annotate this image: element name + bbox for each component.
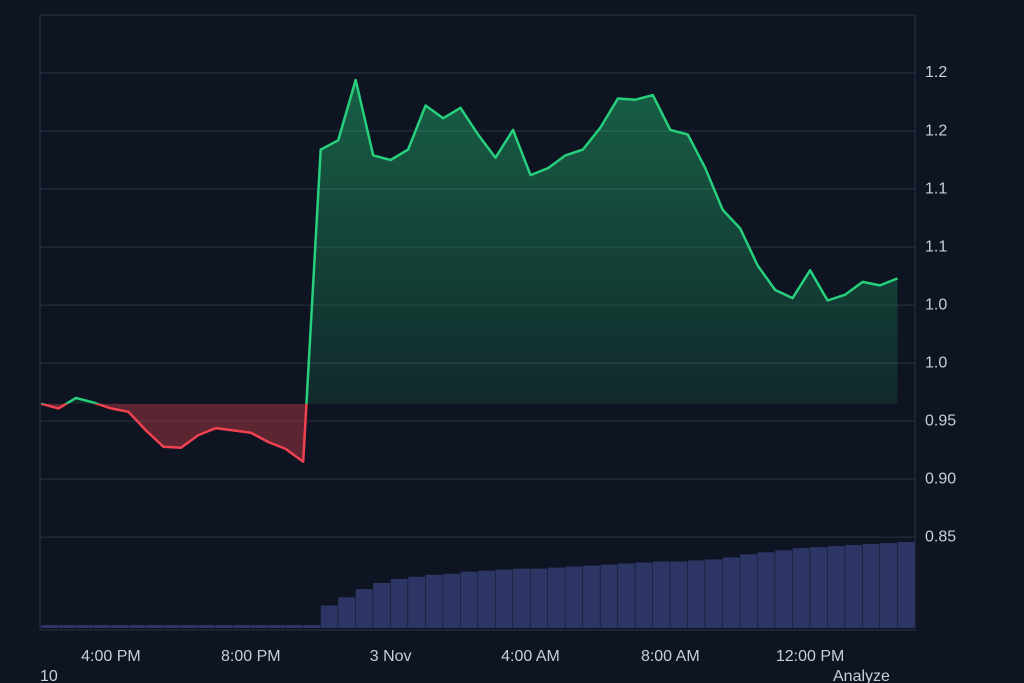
volume-bar — [93, 624, 111, 628]
x-tick-label: 8:00 AM — [641, 648, 700, 665]
volume-bar — [495, 569, 513, 628]
y-tick-label: 1.0 — [925, 354, 947, 371]
volume-bar — [285, 624, 303, 628]
x-tick-label: 4:00 AM — [501, 648, 560, 665]
volume-bar — [617, 563, 635, 628]
x-tick-label: 3 Nov — [370, 648, 412, 665]
area-up — [41, 80, 898, 404]
line-up — [40, 78, 898, 404]
volume-bar — [547, 567, 565, 628]
volume-bar — [303, 624, 321, 628]
volume-bar — [233, 624, 251, 628]
volume-bar — [198, 624, 216, 628]
volume-bar — [128, 624, 146, 628]
volume-bar — [740, 554, 758, 628]
volume-bar — [635, 562, 653, 628]
volume-bar — [373, 582, 391, 628]
volume-bar — [390, 578, 408, 628]
volume-bar — [845, 545, 863, 628]
volume-bar — [530, 568, 548, 628]
volume-bar — [478, 570, 496, 628]
volume-bar — [565, 566, 583, 628]
volume-bar — [862, 544, 880, 628]
volume-bar — [460, 571, 478, 628]
y-tick-label: 0.95 — [925, 412, 956, 429]
volume-bar — [268, 624, 286, 628]
volume-bar — [757, 552, 775, 628]
volume-bar — [827, 546, 845, 628]
volume-bar — [880, 543, 898, 628]
volume-bar — [722, 557, 740, 628]
volume-bar — [775, 550, 793, 628]
volume-bar — [58, 624, 76, 628]
volume-bar — [320, 605, 338, 628]
volume-bar — [180, 624, 198, 628]
x-tick-label: 12:00 PM — [776, 648, 844, 665]
y-tick-label: 1.1 — [925, 180, 947, 197]
footer-left: 10 — [40, 668, 58, 683]
volume-bar — [705, 559, 723, 628]
volume-bar — [338, 597, 356, 628]
footer-right: Analyze — [833, 668, 890, 683]
volume-bar — [652, 561, 670, 628]
volume-bar — [582, 565, 600, 628]
y-tick-label: 1.2 — [925, 122, 947, 139]
volume-bar — [41, 624, 59, 628]
volume-bar — [163, 624, 181, 628]
volume-bar — [425, 574, 443, 628]
volume-bar — [408, 576, 426, 628]
volume-bar — [443, 573, 461, 628]
volume-bar — [355, 589, 373, 628]
line-down — [40, 403, 308, 463]
y-tick-label: 0.90 — [925, 470, 956, 487]
x-tick-label: 8:00 PM — [221, 648, 281, 665]
volume-bar — [792, 548, 810, 628]
y-tick-label: 0.85 — [925, 528, 956, 545]
volume-bar — [250, 624, 268, 628]
volume-bar — [76, 624, 93, 628]
volume-bar — [145, 624, 163, 628]
volume-bar — [687, 560, 705, 628]
volume-bar — [110, 624, 128, 628]
volume-bar — [897, 542, 915, 628]
area-down — [41, 403, 307, 462]
volume-bar — [810, 547, 828, 628]
y-tick-label: 1.2 — [925, 64, 947, 81]
volume-bar — [600, 564, 618, 628]
volume-bar — [215, 624, 233, 628]
y-tick-label: 1.0 — [925, 296, 947, 313]
y-tick-label: 1.1 — [925, 238, 947, 255]
volume-bar — [670, 561, 688, 628]
volume-bar — [512, 568, 530, 628]
x-tick-label: 4:00 PM — [81, 648, 141, 665]
